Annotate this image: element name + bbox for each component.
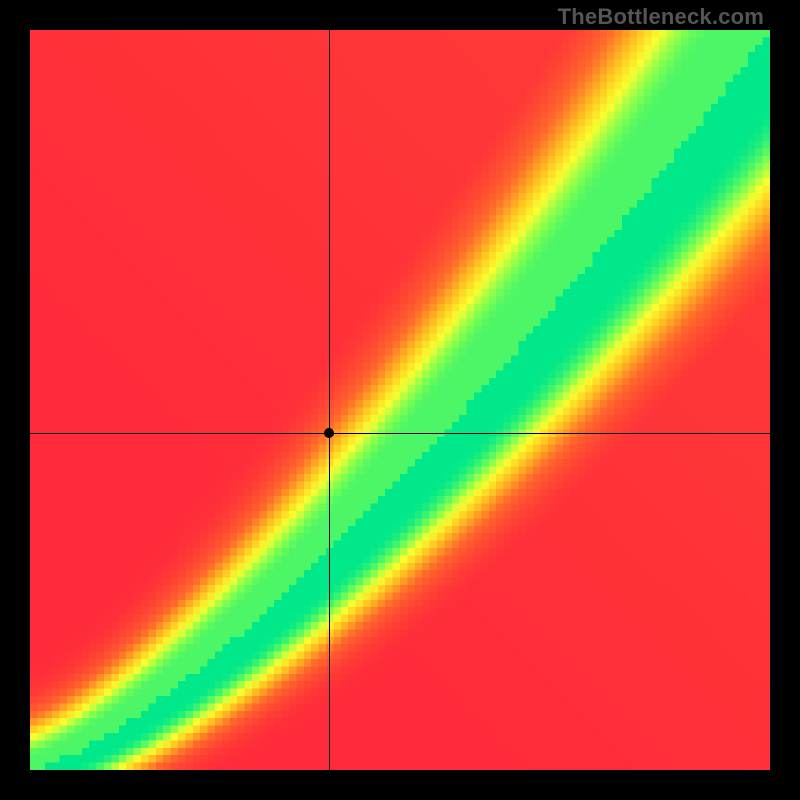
crosshair-horizontal (30, 433, 770, 434)
crosshair-marker (324, 428, 334, 438)
crosshair-vertical (329, 30, 330, 770)
plot-area (30, 30, 770, 770)
chart-container: TheBottleneck.com (0, 0, 800, 800)
watermark-text: TheBottleneck.com (558, 4, 764, 30)
heatmap-canvas (30, 30, 770, 770)
